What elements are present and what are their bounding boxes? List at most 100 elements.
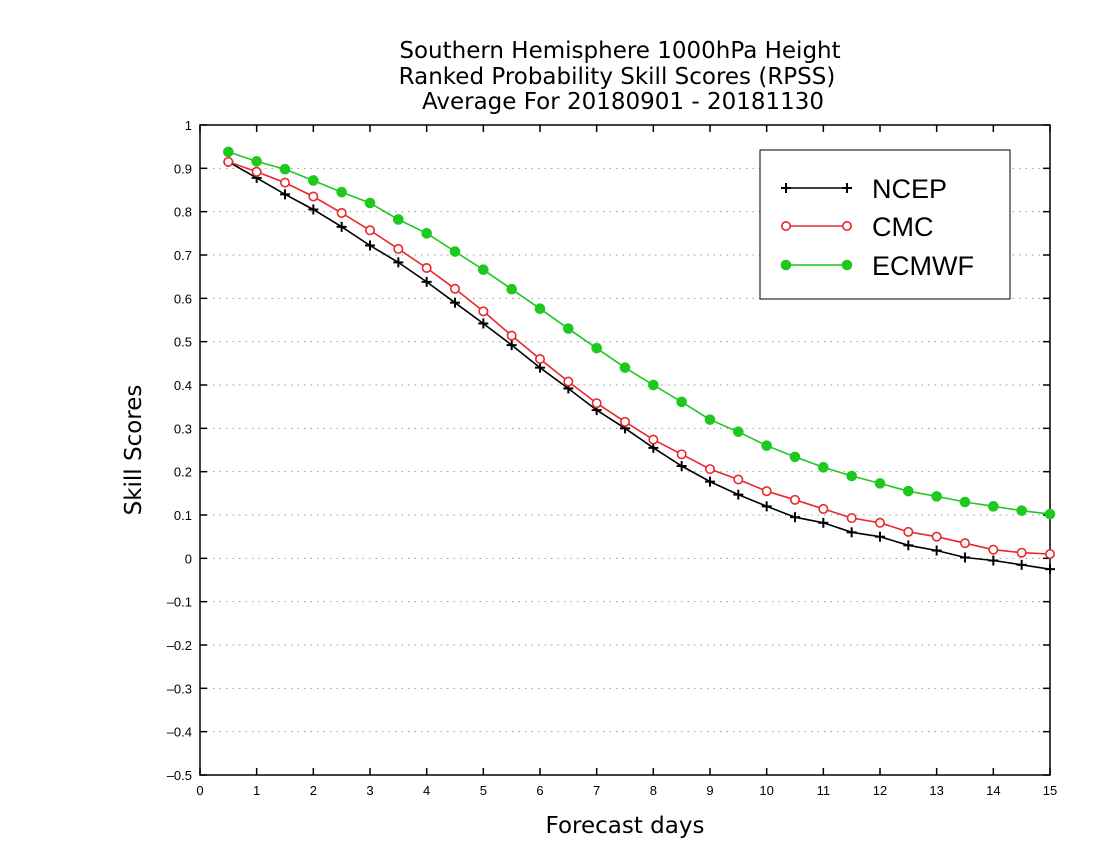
legend-item-ncep: NCEP [781, 174, 947, 204]
data-point-cmc [1016, 547, 1027, 558]
y-tick-label: –0.4 [167, 725, 192, 740]
data-point-ecmwf [789, 451, 801, 463]
title-line-3: Average For 20180901 - 20181130 [422, 89, 824, 115]
data-point-cmc [988, 544, 999, 555]
data-point-ecmwf [336, 186, 347, 198]
x-tick-label: 0 [196, 783, 203, 798]
legend-marker-ncep [842, 183, 852, 193]
data-point-cmc [761, 486, 772, 497]
data-point-ncep [903, 540, 914, 551]
legend-marker-cmc [841, 221, 852, 232]
data-point-ncep [676, 461, 687, 472]
data-point-ecmwf [761, 440, 772, 451]
data-point-cmc [506, 330, 517, 341]
legend-label-cmc: CMC [872, 212, 934, 242]
data-point-cmc [818, 503, 829, 514]
data-point-ncep [535, 362, 545, 373]
y-tick-label: –0.5 [167, 768, 192, 783]
data-point-ecmwf [959, 496, 971, 508]
data-point-ecmwf [619, 362, 631, 373]
data-point-ncep [506, 340, 517, 351]
legend-item-ecmwf: ECMWF [780, 251, 974, 281]
x-tick-label: 4 [423, 783, 430, 798]
x-tick-label: 5 [480, 783, 487, 798]
data-point-ncep [818, 517, 829, 528]
data-point-ecmwf [903, 485, 914, 497]
x-tick-label: 13 [929, 783, 943, 798]
legend-marker-ecmwf [841, 259, 853, 271]
data-point-cmc [676, 449, 687, 460]
y-tick-label: 0.2 [174, 465, 192, 480]
data-point-ecmwf [846, 470, 857, 482]
y-axis-title: Skill Scores [121, 385, 147, 516]
data-point-ncep [450, 297, 460, 308]
y-tick-label: 0 [185, 551, 192, 566]
y-tick-label: 0.5 [174, 335, 192, 350]
x-tick-label: 14 [986, 783, 1000, 798]
data-point-cmc [1045, 548, 1056, 559]
data-point-cmc [421, 262, 432, 273]
series-layer [223, 146, 1056, 575]
x-tick-label: 3 [366, 783, 373, 798]
data-point-ncep [280, 189, 290, 200]
data-point-ecmwf [421, 228, 432, 239]
x-tick-label: 10 [759, 783, 773, 798]
data-point-ecmwf [506, 283, 517, 295]
x-tick-label: 6 [536, 783, 543, 798]
data-point-ncep [761, 501, 772, 512]
data-point-cmc [789, 494, 800, 505]
data-point-cmc [563, 376, 574, 387]
y-tick-label: 0.8 [174, 205, 192, 220]
data-point-ecmwf [1044, 508, 1056, 520]
data-point-cmc [534, 353, 545, 364]
legend-box [759, 149, 1011, 300]
legend-marker-ncep [781, 183, 791, 193]
data-point-ecmwf [308, 175, 319, 186]
data-point-cmc [449, 283, 460, 294]
data-point-ncep [308, 204, 319, 215]
data-point-cmc [903, 526, 914, 537]
data-point-cmc [846, 513, 857, 524]
data-point-cmc [393, 243, 404, 254]
data-point-ecmwf [563, 323, 574, 334]
data-point-ncep [365, 240, 375, 251]
data-point-cmc [591, 398, 602, 409]
data-point-cmc [733, 474, 744, 485]
data-point-ecmwf [591, 342, 602, 354]
y-tick-label: 0.3 [174, 421, 192, 436]
data-point-cmc [251, 166, 262, 177]
legend-marker-ecmwf [780, 259, 792, 271]
series-ncep [223, 156, 1055, 575]
x-tick-label: 7 [593, 783, 600, 798]
data-point-ecmwf [478, 264, 489, 276]
data-point-ecmwf [223, 146, 234, 158]
data-point-ecmwf [279, 163, 291, 175]
y-tick-label: 0.6 [174, 291, 192, 306]
data-point-ncep [988, 555, 999, 566]
data-point-ncep [733, 489, 744, 500]
data-point-ecmwf [364, 197, 376, 209]
x-tick-label: 1 [253, 783, 260, 798]
series-cmc [223, 156, 1056, 559]
data-point-cmc [648, 434, 659, 445]
y-axis-ticks: –0.5 –0.4 –0.3 –0.2 –0.1 0 0.1 0.2 0.3 0.4 0.5 0.6 0… [167, 118, 1050, 783]
legend-item-cmc: CMC [780, 212, 934, 242]
y-tick-label: –0.2 [167, 638, 192, 653]
data-point-ncep [393, 257, 404, 268]
data-point-cmc [931, 531, 942, 542]
data-point-ecmwf [534, 303, 546, 315]
chart-title: Southern Hemisphere 1000hPa Height Ranke… [399, 38, 841, 115]
y-tick-label: –0.3 [167, 681, 192, 696]
x-tick-label: 9 [706, 783, 713, 798]
legend-marker-cmc [780, 221, 791, 232]
y-tick-label: 0.7 [174, 248, 192, 263]
data-point-cmc [704, 464, 715, 475]
data-point-cmc [959, 538, 970, 549]
data-point-cmc [364, 225, 375, 236]
data-point-ecmwf [931, 491, 942, 502]
data-point-cmc [478, 306, 489, 317]
data-point-ncep [1045, 564, 1055, 575]
data-point-ecmwf [988, 501, 999, 512]
x-axis-title: Forecast days [546, 813, 705, 839]
